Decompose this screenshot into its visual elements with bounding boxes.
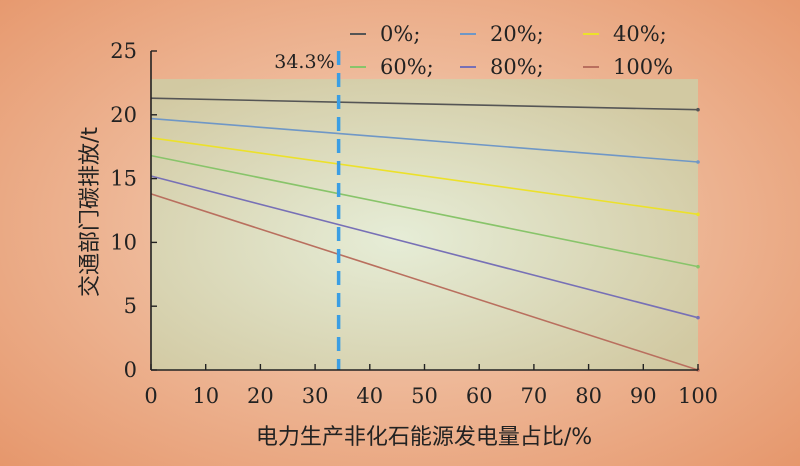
series-endpoint-0 <box>696 107 700 112</box>
y-tick-label-25: 25 <box>110 39 137 63</box>
y-tick-label-5: 5 <box>124 294 137 318</box>
series-endpoint-1 <box>696 160 700 164</box>
legend-label-5: 100% <box>613 55 673 79</box>
series-endpoint-2 <box>696 212 700 217</box>
series-endpoint-4 <box>696 315 700 320</box>
series-line-2 <box>150 137 699 216</box>
x-tick-label-60: 60 <box>466 384 493 408</box>
x-tick-label-100: 100 <box>678 384 718 408</box>
series-line-3 <box>150 154 699 268</box>
legend-label-2: 40%; <box>613 22 667 46</box>
series-endpoint-3 <box>696 264 700 269</box>
x-tick-label-40: 40 <box>356 384 383 408</box>
plot-area-background <box>151 79 698 371</box>
x-axis-title: 电力生产非化石能源发电量占比/% <box>256 425 592 450</box>
legend-label-1: 20%; <box>490 22 544 46</box>
x-tick-label-30: 30 <box>302 384 329 408</box>
legend-label-0: 0%; <box>380 22 420 46</box>
x-tick-label-90: 90 <box>630 384 657 408</box>
y-tick-label-0: 0 <box>124 358 137 382</box>
series-line-4 <box>150 175 699 319</box>
y-axis-title: 交通部门碳排放/t <box>78 127 103 297</box>
y-tick-label-10: 10 <box>110 230 137 254</box>
x-tick-label-50: 50 <box>411 384 438 408</box>
legend-label-4: 80%; <box>490 55 544 79</box>
x-tick-label-10: 10 <box>192 384 219 408</box>
x-tick-label-0: 0 <box>144 384 157 408</box>
legend-label-3: 60%; <box>380 55 434 79</box>
series-line-0 <box>150 97 699 111</box>
series-line-1 <box>150 117 699 163</box>
x-tick-label-70: 70 <box>521 384 548 408</box>
x-tick-label-80: 80 <box>575 384 602 408</box>
x-tick-label-20: 20 <box>247 384 274 408</box>
threshold-label: 34.3% <box>274 51 334 73</box>
y-tick-label-20: 20 <box>110 103 137 127</box>
series-line-5 <box>150 193 699 371</box>
y-tick-label-15: 15 <box>110 167 137 191</box>
